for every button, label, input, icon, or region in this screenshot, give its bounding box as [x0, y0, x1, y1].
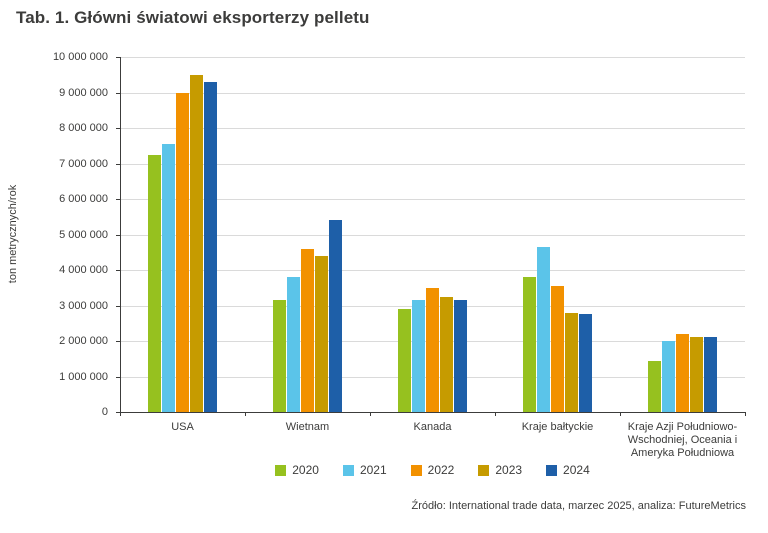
bar-2024 [204, 81, 217, 412]
gridline [120, 163, 745, 165]
y-tick-mark [116, 270, 120, 271]
x-category-label: Wietnam [285, 421, 330, 433]
legend-item-2022: 2022 [410, 463, 455, 477]
bar-2021 [287, 277, 300, 412]
bar-2021 [412, 300, 425, 412]
bar-2023 [440, 296, 453, 412]
y-tick-mark [116, 234, 120, 236]
gridline [120, 199, 745, 200]
x-category-label: Kraje Azji Południowo-Wschodniej, Oceani… [627, 421, 738, 459]
legend-item-2024: 2024 [546, 463, 590, 477]
x-tick-mark [495, 412, 496, 416]
y-tick-label: 0 [101, 406, 108, 418]
bar-2020 [273, 300, 286, 412]
legend-swatch-2023 [478, 464, 490, 476]
y-tick-label: 5 000 000 [59, 228, 108, 241]
y-tick-mark [116, 199, 120, 200]
y-tick-label: 10 000 000 [52, 51, 108, 63]
y-tick-label: 1 000 000 [59, 370, 108, 383]
y-tick-label: 6 000 000 [59, 193, 108, 205]
x-tick-mark [370, 412, 371, 416]
bar-2021 [537, 246, 550, 412]
legend-item-2020: 2020 [275, 463, 319, 477]
gridline [120, 234, 745, 236]
gridline [120, 92, 745, 94]
legend-swatch-2024 [546, 464, 558, 476]
y-tick-mark [116, 341, 120, 342]
x-tick-mark [620, 412, 621, 416]
y-tick-label: 9 000 000 [59, 86, 108, 99]
bar-2024 [329, 220, 342, 412]
y-tick-mark [116, 57, 120, 58]
y-tick-mark [116, 412, 120, 413]
bar-2020 [398, 309, 411, 412]
gridline [120, 270, 745, 271]
bar-2022 [676, 333, 689, 412]
y-tick-mark [116, 128, 120, 129]
bar-2024 [704, 337, 717, 412]
bar-2020 [523, 277, 536, 412]
bar-2022 [426, 287, 439, 412]
bar-2020 [148, 154, 161, 412]
y-tick-label: 7 000 000 [59, 157, 108, 170]
gridline [120, 57, 745, 58]
legend-label: 2021 [359, 463, 387, 477]
y-tick-label: 4 000 000 [59, 264, 108, 276]
legend-swatch-2021 [342, 464, 354, 476]
gridline [120, 128, 745, 129]
legend-label: 2023 [495, 463, 523, 477]
bar-2023 [315, 255, 328, 412]
x-tick-mark [245, 412, 246, 416]
bar-2023 [690, 337, 703, 412]
y-tick-label: 8 000 000 [59, 122, 108, 134]
x-category-label: Kanada [413, 421, 452, 433]
legend-label: 2020 [292, 463, 319, 477]
bar-2023 [565, 312, 578, 412]
y-tick-label: 2 000 000 [59, 335, 108, 347]
y-tick-mark [116, 376, 120, 378]
bar-2021 [162, 143, 175, 412]
legend-label: 2024 [563, 463, 590, 477]
y-axis-line [120, 57, 121, 413]
source-note: Źródło: International trade data, marzec… [411, 500, 746, 512]
legend-swatch-2022 [410, 464, 422, 476]
bar-2023 [190, 74, 203, 412]
legend-label: 2022 [427, 463, 455, 477]
y-tick-mark [116, 305, 120, 307]
legend-item-2023: 2023 [478, 463, 522, 477]
x-category-label: USA [171, 421, 194, 433]
x-axis-line [120, 412, 745, 413]
y-tick-mark [116, 92, 120, 94]
bar-2022 [176, 92, 189, 412]
legend-swatch-2020 [275, 464, 287, 476]
bar-2021 [662, 341, 675, 412]
bar-2024 [454, 300, 467, 412]
x-tick-mark [120, 412, 121, 416]
y-tick-label: 3 000 000 [59, 299, 108, 312]
bar-2024 [579, 314, 592, 412]
bar-2022 [301, 248, 314, 412]
chart-title: Tab. 1. Główni światowi eksporterzy pell… [16, 8, 370, 27]
legend-item-2021: 2021 [342, 463, 387, 477]
bar-2022 [551, 285, 564, 412]
legend: 2020 2021 2022 2023 2024 [120, 463, 745, 477]
x-category-label: Kraje bałtyckie [521, 421, 594, 433]
bar-2020 [648, 360, 661, 412]
y-tick-mark [116, 163, 120, 165]
x-tick-mark [745, 412, 746, 416]
